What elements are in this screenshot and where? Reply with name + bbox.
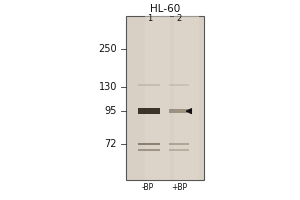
Text: 1: 1 [147,14,152,23]
Bar [139,108,160,114]
Text: 130: 130 [99,82,117,92]
Bar [169,143,189,145]
Text: HL-60: HL-60 [150,4,180,14]
Text: 250: 250 [98,44,117,54]
Text: +BP: +BP [171,183,187,192]
Bar [139,143,160,145]
Bar [169,149,189,151]
Text: -BP: -BP [142,183,154,192]
Text: 95: 95 [105,106,117,116]
Text: 2: 2 [176,14,182,23]
Bar [169,84,189,86]
Bar [169,109,189,113]
Text: 72: 72 [104,139,117,149]
Bar [139,149,160,151]
Bar [145,16,170,180]
Bar [174,16,199,180]
Bar [139,84,160,86]
Bar [126,16,204,180]
